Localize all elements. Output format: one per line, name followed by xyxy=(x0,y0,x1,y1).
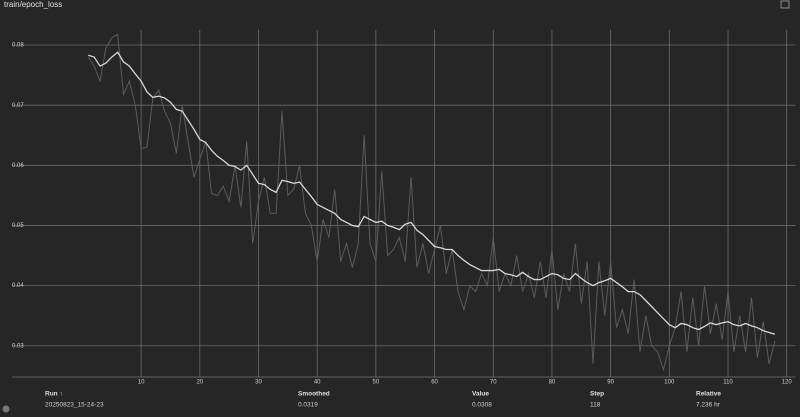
table-header: Smoothed xyxy=(298,391,330,398)
legend-table: Run ↑ 20250823_15-24-23 Smoothed 0.0319 Valu… xyxy=(45,391,721,409)
x-tick-label: 30 xyxy=(255,380,262,386)
x-tick-label: 20 xyxy=(196,380,203,386)
fullscreen-button[interactable] xyxy=(780,0,790,9)
y-tick-label: 0.07 xyxy=(12,103,24,109)
x-tick-label: 50 xyxy=(373,380,380,386)
x-tick-label: 10 xyxy=(138,380,145,386)
plot-area: 0.03 0.04 0.05 0.06 0.07 0.08 10 20 30 40 50 60 70 80… xyxy=(12,30,796,386)
run-color-dot[interactable] xyxy=(2,405,10,413)
y-tick-label: 0.04 xyxy=(12,283,24,289)
x-tick-label: 60 xyxy=(431,380,438,386)
x-tick-label: 120 xyxy=(782,380,793,386)
table-cell: 118 xyxy=(590,402,601,409)
x-tick-label: 80 xyxy=(549,380,556,386)
series-line xyxy=(87,33,776,372)
y-tick-label: 0.08 xyxy=(12,43,24,49)
x-tick-label: 40 xyxy=(314,380,321,386)
table-cell: 0.0319 xyxy=(298,402,318,409)
x-tick-label: 70 xyxy=(490,380,497,386)
y-tick-label: 0.05 xyxy=(12,223,24,229)
table-cell: 7.236 hr xyxy=(696,402,721,409)
x-tick-label: 100 xyxy=(664,380,675,386)
chart-title: train/epoch_loss xyxy=(4,0,62,9)
table-header: Step xyxy=(590,391,604,398)
x-tick-label: 110 xyxy=(723,380,733,386)
y-tick-label: 0.03 xyxy=(12,343,24,349)
table-header: Value xyxy=(472,391,489,398)
table-cell: 0.0308 xyxy=(472,402,492,409)
table-header[interactable]: Run ↑ xyxy=(45,391,63,398)
table-cell: 20250823_15-24-23 xyxy=(45,402,104,409)
table-header: Relative xyxy=(696,391,721,398)
y-tick-label: 0.06 xyxy=(12,163,24,169)
series-line xyxy=(88,51,776,335)
x-tick-label: 90 xyxy=(607,380,614,386)
